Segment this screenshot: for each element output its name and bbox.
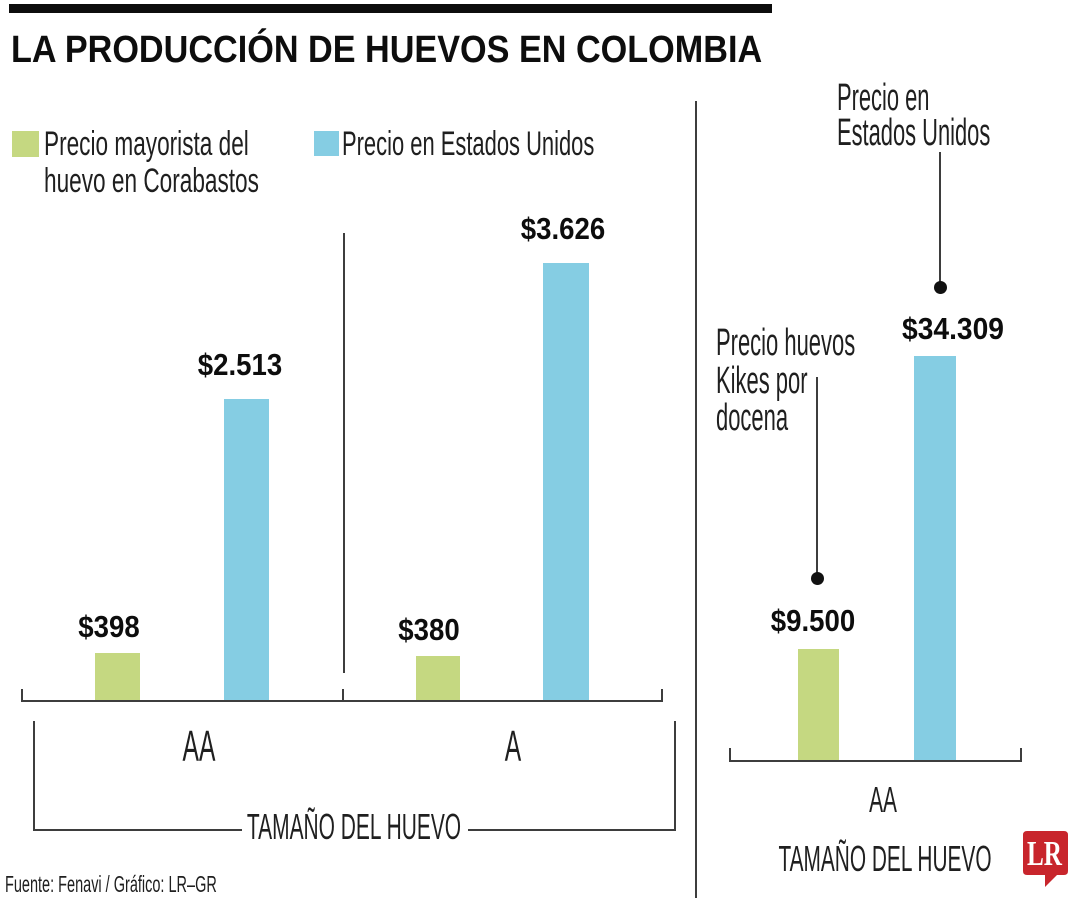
svg-text:LR: LR bbox=[1027, 834, 1063, 873]
